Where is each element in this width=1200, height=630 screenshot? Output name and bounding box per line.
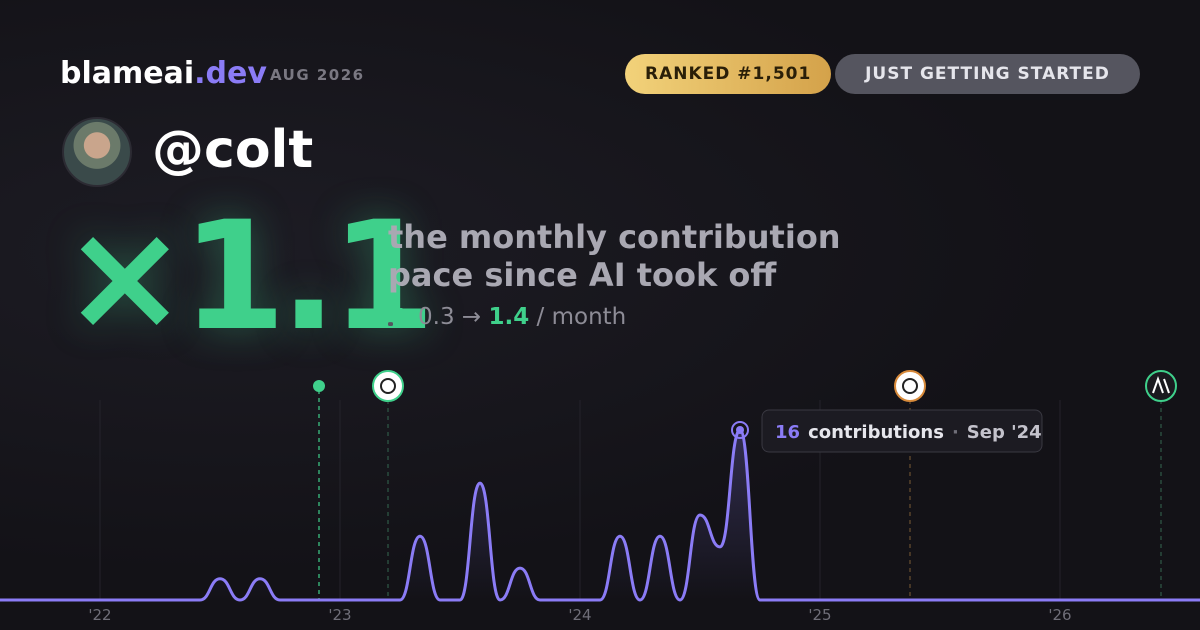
event-icon — [380, 378, 396, 394]
event-dot — [313, 380, 325, 392]
arrow: → — [461, 304, 482, 330]
brand-suffix: .dev — [194, 56, 267, 91]
tooltip-unit: contributions — [808, 422, 944, 443]
rank-badge: RANKED #1,501 — [625, 54, 832, 94]
multiplier: ×1.1 — [62, 190, 435, 364]
event-icon — [1152, 376, 1170, 394]
tooltip-value: 16 — [775, 422, 800, 443]
x-tick-label: '24 — [568, 606, 591, 624]
peak-marker — [736, 426, 744, 434]
x-tick-label: '25 — [808, 606, 831, 624]
event-icon — [894, 370, 926, 402]
tooltip-date: Sep '24 — [967, 422, 1042, 443]
caption: the monthly contribution — [388, 218, 841, 256]
tooltip — [761, 409, 1043, 453]
pace-bar — [388, 322, 393, 326]
pace-bar — [398, 308, 403, 326]
event-icon — [372, 370, 404, 402]
date: AUG 2026 — [270, 66, 365, 84]
after-value: 1.4 — [488, 304, 530, 330]
before-value: 0.3 — [418, 304, 455, 330]
pace: 0.3 → 1.4 / month — [418, 304, 626, 330]
brand-name: blameai — [60, 56, 195, 91]
line — [0, 428, 1200, 602]
event-icon — [902, 378, 918, 394]
tooltip-sep: · — [952, 422, 959, 443]
tooltip-text: 16 contributions · Sep '24 — [775, 422, 1042, 443]
caption: pace since AI took off — [388, 256, 777, 294]
brand: blameai.dev — [60, 56, 267, 91]
x-tick-label: '23 — [328, 606, 351, 624]
x-tick-label: '22 — [88, 606, 111, 624]
avatar — [62, 117, 132, 187]
handle: @colt — [152, 120, 314, 180]
peak-marker — [731, 421, 749, 439]
area — [0, 430, 1200, 600]
unit: / month — [536, 304, 627, 330]
status-badge: JUST GETTING STARTED — [835, 54, 1140, 94]
x-tick-label: '26 — [1048, 606, 1071, 624]
